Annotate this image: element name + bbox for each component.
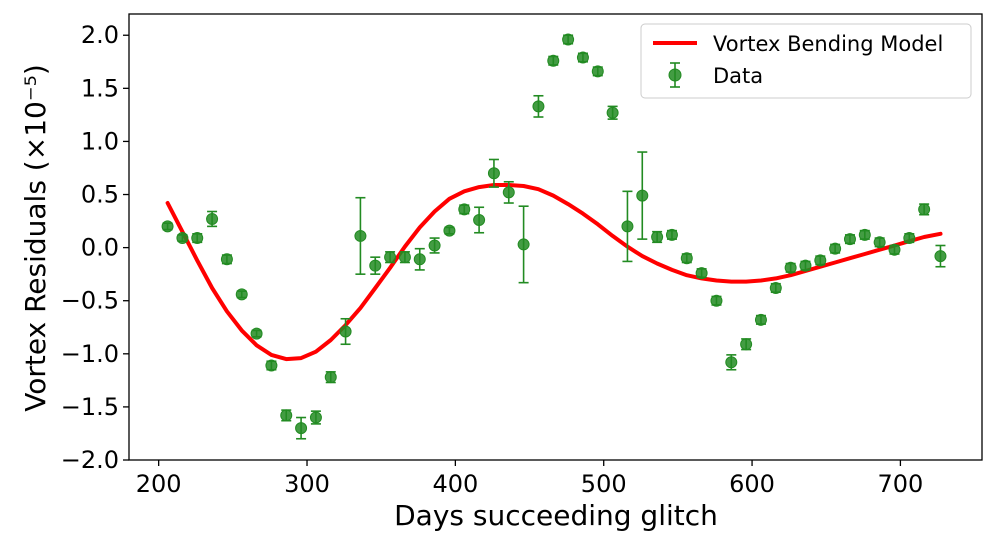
- data-point: [606, 106, 619, 119]
- data-point: [220, 253, 233, 266]
- data-point: [280, 409, 293, 422]
- data-point: [873, 236, 886, 249]
- x-tick-label: 300: [284, 470, 330, 498]
- data-point: [191, 232, 204, 245]
- data-point: [176, 232, 189, 245]
- data-point: [473, 214, 486, 227]
- data-point: [487, 167, 500, 180]
- data-point: [888, 243, 901, 256]
- data-point: [295, 422, 308, 435]
- legend-box: [640, 23, 972, 99]
- legend-label: Vortex Bending Model: [713, 32, 943, 56]
- data-point: [161, 220, 174, 233]
- data-point: [680, 252, 693, 265]
- data-point: [934, 250, 947, 263]
- y-tick-label: −1.5: [61, 393, 119, 421]
- data-point: [502, 186, 515, 199]
- x-tick-label: 700: [878, 470, 924, 498]
- data-point: [799, 259, 812, 272]
- data-point: [458, 203, 471, 216]
- data-point: [354, 229, 367, 242]
- data-point: [428, 239, 441, 252]
- data-point: [398, 251, 411, 264]
- y-tick-label: −2.0: [61, 446, 119, 474]
- data-point: [591, 65, 604, 78]
- x-axis-label: Days succeeding glitch: [394, 499, 718, 532]
- plot-frame: [128, 13, 983, 461]
- plot-area: [161, 33, 947, 440]
- data-point: [562, 33, 575, 46]
- x-tick-label: 600: [729, 470, 775, 498]
- y-tick-label: −1.0: [61, 340, 119, 368]
- data-point: [547, 54, 560, 67]
- data-point: [858, 228, 871, 241]
- legend-point-swatch: [668, 68, 682, 82]
- x-tick-label: 200: [136, 470, 182, 498]
- x-tick-label: 400: [432, 470, 478, 498]
- data-point: [754, 313, 767, 326]
- data-point: [621, 220, 634, 233]
- data-point: [517, 238, 530, 251]
- data-point: [250, 327, 263, 340]
- data-point: [665, 228, 678, 241]
- y-tick-label: 0.0: [81, 234, 119, 262]
- y-axis-label: Vortex Residuals (×10⁻⁵): [19, 64, 52, 411]
- legend: Vortex Bending Model Data: [640, 23, 972, 99]
- data-point: [235, 288, 248, 301]
- legend-label: Data: [713, 64, 763, 88]
- data-point: [309, 411, 322, 424]
- data-point: [265, 359, 278, 372]
- y-tick-label: −0.5: [61, 287, 119, 315]
- data-point: [725, 356, 738, 369]
- data-point: [784, 261, 797, 274]
- data-point: [740, 338, 753, 351]
- data-point: [651, 231, 664, 243]
- data-point: [339, 325, 352, 338]
- y-tick-label: 1.0: [81, 127, 119, 155]
- axes-layer: 200 300 400 500 600 700 −2.0 −1.5 −1.0 −0.5 0.0 0.5…: [61, 13, 983, 498]
- y-tick-label: 2.0: [81, 21, 119, 49]
- y-tick-label: 0.5: [81, 181, 119, 209]
- data-point: [903, 232, 916, 245]
- data-point: [636, 189, 649, 202]
- data-point: [576, 51, 589, 64]
- plot-layer: [161, 33, 947, 440]
- x-tick-label: 500: [581, 470, 627, 498]
- data-point: [918, 203, 931, 216]
- model-line: [165, 183, 943, 362]
- y-tick-label: 1.5: [81, 74, 119, 102]
- data-point: [206, 212, 219, 225]
- data-point: [532, 100, 545, 113]
- data-point: [710, 294, 723, 307]
- data-point: [384, 251, 397, 264]
- data-point: [843, 233, 856, 246]
- data-point: [829, 242, 842, 255]
- data-point: [443, 224, 456, 237]
- data-point: [413, 253, 426, 266]
- data-point: [324, 371, 337, 384]
- data-point: [769, 281, 782, 294]
- data-point: [814, 254, 827, 267]
- data-point: [695, 267, 708, 280]
- data-point: [369, 259, 382, 272]
